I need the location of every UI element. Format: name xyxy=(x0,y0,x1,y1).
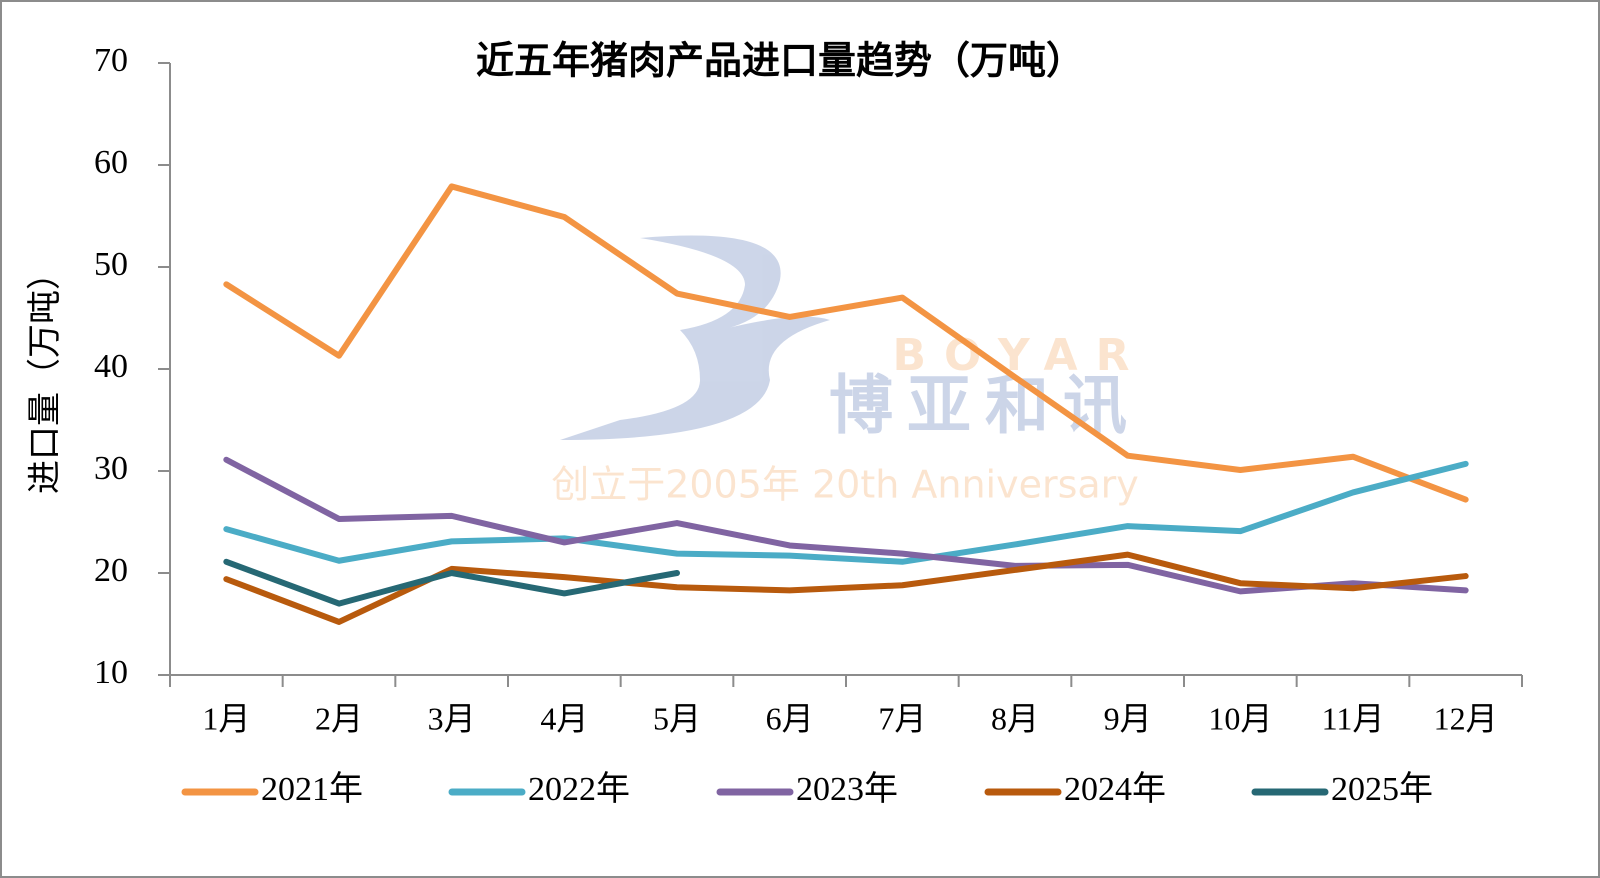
series-line xyxy=(223,183,1469,503)
watermark: BOYAR 博亚和讯 创立于2005年 20th Anniversary xyxy=(551,235,1141,507)
legend-label: 2023年 xyxy=(796,770,898,808)
x-tick-label: 5月 xyxy=(653,700,701,736)
watermark-logo xyxy=(560,235,830,440)
y-axis-label: 进口量（万吨） xyxy=(26,256,64,494)
x-tick-label: 2月 xyxy=(315,700,363,736)
y-tick-label: 30 xyxy=(94,450,128,487)
y-tick-label: 20 xyxy=(94,552,128,589)
x-tick-label: 9月 xyxy=(1104,700,1152,736)
series-line xyxy=(223,456,1469,595)
legend-label: 2021年 xyxy=(261,770,363,808)
x-tick-label: 3月 xyxy=(428,700,476,736)
y-tick-label: 10 xyxy=(94,654,128,691)
x-tick-label: 6月 xyxy=(766,700,814,736)
x-tick-label: 12月 xyxy=(1434,700,1498,736)
y-tick-label: 50 xyxy=(94,246,128,283)
x-tick-label: 10月 xyxy=(1208,700,1272,736)
y-tick-label: 60 xyxy=(94,144,128,181)
watermark-slogan: 创立于2005年 20th Anniversary xyxy=(551,463,1139,507)
x-tick-label: 11月 xyxy=(1322,700,1385,736)
series-line xyxy=(223,558,680,607)
x-tick-label: 7月 xyxy=(878,700,926,736)
chart-title: 近五年猪肉产品进口量趋势（万吨） xyxy=(476,39,1084,83)
legend-label: 2022年 xyxy=(528,770,630,808)
watermark-name: 博亚和讯 xyxy=(829,370,1141,444)
x-tick-label: 8月 xyxy=(991,700,1039,736)
y-tick-label: 70 xyxy=(94,42,128,79)
y-tick-label: 40 xyxy=(94,348,128,385)
legend-label: 2025年 xyxy=(1331,770,1433,808)
series-line xyxy=(223,460,1469,565)
x-tick-label: 4月 xyxy=(540,700,588,736)
x-tick-label: 1月 xyxy=(202,700,250,736)
legend-label: 2024年 xyxy=(1064,770,1166,808)
